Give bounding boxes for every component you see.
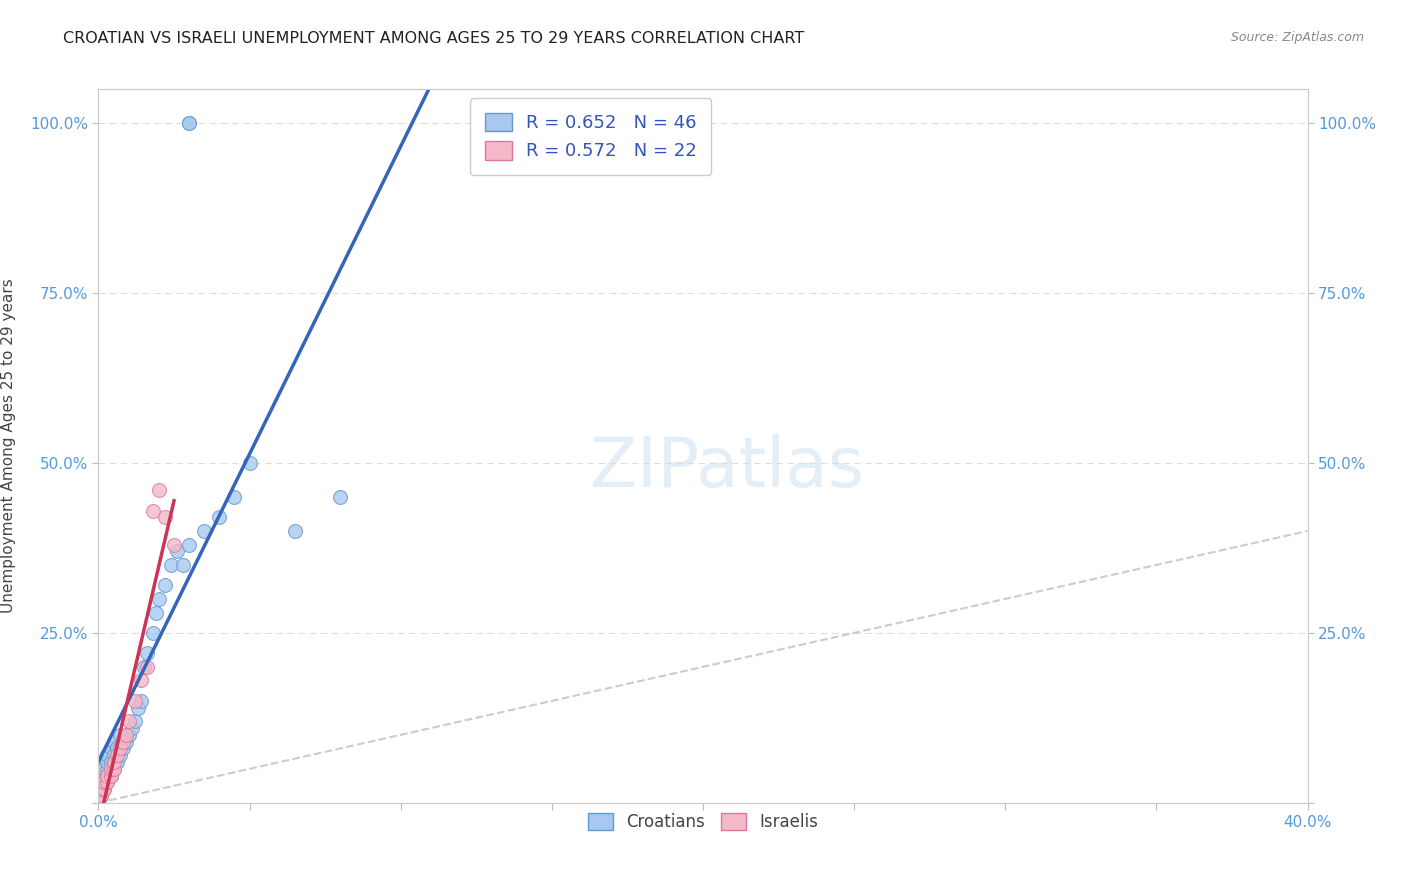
Point bbox=[100, 769, 122, 783]
Point bbox=[153, 510, 176, 524]
Point bbox=[135, 646, 157, 660]
Point bbox=[193, 524, 215, 538]
Point bbox=[166, 544, 188, 558]
Point bbox=[153, 578, 176, 592]
Point bbox=[96, 775, 118, 789]
Point bbox=[114, 728, 136, 742]
Point bbox=[90, 782, 112, 797]
Point bbox=[127, 700, 149, 714]
Point bbox=[129, 694, 152, 708]
Point bbox=[142, 626, 165, 640]
Point bbox=[105, 755, 128, 769]
Point bbox=[132, 660, 155, 674]
Point bbox=[100, 741, 122, 756]
Point bbox=[93, 769, 115, 783]
Point bbox=[105, 741, 128, 756]
Point bbox=[93, 775, 115, 789]
Y-axis label: Unemployment Among Ages 25 to 29 years: Unemployment Among Ages 25 to 29 years bbox=[1, 278, 15, 614]
Point bbox=[90, 789, 112, 803]
Point bbox=[100, 769, 122, 783]
Point bbox=[179, 116, 201, 130]
Point bbox=[108, 748, 131, 763]
Point bbox=[93, 782, 115, 797]
Point bbox=[135, 660, 157, 674]
Point bbox=[108, 741, 131, 756]
Point bbox=[121, 721, 143, 735]
Point bbox=[96, 748, 118, 763]
Point bbox=[96, 769, 118, 783]
Point bbox=[103, 755, 125, 769]
Point bbox=[96, 755, 118, 769]
Point bbox=[118, 728, 141, 742]
Point bbox=[142, 503, 165, 517]
Point bbox=[103, 762, 125, 776]
Point bbox=[239, 456, 262, 470]
Point bbox=[111, 741, 134, 756]
Point bbox=[103, 734, 125, 748]
Point bbox=[208, 510, 231, 524]
Point bbox=[93, 782, 115, 797]
Point bbox=[124, 714, 146, 729]
Point bbox=[100, 755, 122, 769]
Point bbox=[96, 762, 118, 776]
Point bbox=[148, 483, 170, 498]
Point bbox=[108, 728, 131, 742]
Point bbox=[124, 694, 146, 708]
Point bbox=[179, 116, 201, 130]
Point bbox=[90, 789, 112, 803]
Legend: Croatians, Israelis: Croatians, Israelis bbox=[574, 799, 832, 845]
Point bbox=[160, 558, 183, 572]
Point bbox=[118, 714, 141, 729]
Point bbox=[103, 748, 125, 763]
Text: CROATIAN VS ISRAELI UNEMPLOYMENT AMONG AGES 25 TO 29 YEARS CORRELATION CHART: CROATIAN VS ISRAELI UNEMPLOYMENT AMONG A… bbox=[63, 31, 804, 46]
Point bbox=[145, 606, 167, 620]
Point bbox=[329, 490, 352, 504]
Text: Source: ZipAtlas.com: Source: ZipAtlas.com bbox=[1230, 31, 1364, 45]
Point bbox=[100, 762, 122, 776]
Point bbox=[93, 762, 115, 776]
Point bbox=[129, 673, 152, 688]
Point bbox=[96, 775, 118, 789]
Point bbox=[90, 782, 112, 797]
Point bbox=[114, 734, 136, 748]
Point bbox=[284, 524, 307, 538]
Text: ZIPatlas: ZIPatlas bbox=[589, 434, 865, 501]
Point bbox=[224, 490, 246, 504]
Point bbox=[93, 775, 115, 789]
Point bbox=[90, 775, 112, 789]
Point bbox=[103, 762, 125, 776]
Point bbox=[111, 734, 134, 748]
Point bbox=[163, 537, 186, 551]
Point bbox=[105, 748, 128, 763]
Point bbox=[179, 537, 201, 551]
Point bbox=[172, 558, 194, 572]
Point bbox=[148, 591, 170, 606]
